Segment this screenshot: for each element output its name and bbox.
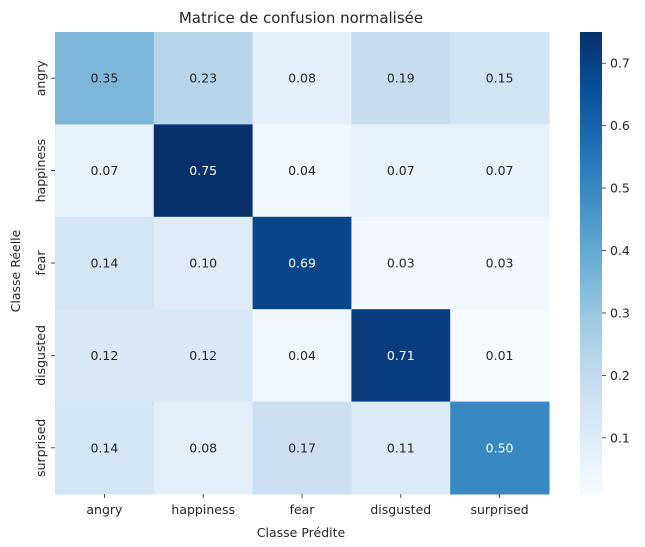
heatmap-cell (153, 216, 254, 310)
y-tick-label: angry (33, 60, 48, 97)
x-tick-label: happiness (171, 502, 235, 517)
cell-value-label: 0.08 (189, 440, 217, 455)
heatmap-cell (351, 216, 451, 310)
cell-value-label: 0.03 (486, 256, 514, 271)
heatmap-cell-labels: 0.35 0.23 0.08 0.19 0.15 0.07 0.75 0.04 0.07 0.07… (90, 71, 513, 456)
y-axis: angry happiness fear disgusted surprised (33, 60, 55, 477)
heatmap-cell (153, 32, 254, 125)
x-tick-label: surprised (470, 502, 528, 517)
colorbar-gradient (580, 32, 602, 494)
y-tick-label: fear (33, 250, 48, 276)
heatmap-cell (252, 32, 352, 125)
cell-value-label: 0.69 (288, 256, 316, 271)
cell-value-label: 0.19 (387, 71, 415, 86)
cell-value-label: 0.03 (387, 256, 415, 271)
y-axis-label: Classe Réelle (8, 229, 23, 312)
cell-value-label: 0.08 (288, 71, 316, 86)
cell-value-label: 0.14 (90, 256, 118, 271)
heatmap-cell (450, 401, 550, 495)
heatmap-cell (55, 309, 155, 403)
cell-value-label: 0.14 (90, 440, 118, 455)
y-tick-label: disgusted (33, 325, 48, 386)
heatmap-cell (351, 32, 451, 125)
heatmap-cell (55, 216, 155, 310)
heatmap-cell (252, 124, 352, 218)
heatmap-cell (450, 32, 550, 125)
cell-value-label: 0.15 (486, 71, 514, 86)
heatmap-cell (450, 309, 550, 403)
heatmap-cell (153, 401, 254, 495)
x-axis-label: Classe Prédite (257, 525, 346, 540)
heatmap-cell (252, 309, 352, 403)
heatmap-cell (450, 216, 550, 310)
heatmap-cell (55, 32, 155, 125)
heatmap-cell (153, 309, 254, 403)
colorbar-tick-label: 0.7 (610, 56, 630, 71)
cell-value-label: 0.01 (486, 348, 514, 363)
heatmap-cell (351, 401, 451, 495)
cell-value-label: 0.07 (90, 163, 118, 178)
colorbar-tick-label: 0.1 (610, 430, 630, 445)
cell-value-label: 0.12 (90, 348, 118, 363)
cell-value-label: 0.71 (387, 348, 415, 363)
cell-value-label: 0.35 (90, 71, 118, 86)
chart-title: Matrice de confusion normalisée (179, 9, 423, 27)
cell-value-label: 0.11 (387, 440, 415, 455)
cell-value-label: 0.07 (486, 163, 514, 178)
heatmap-cell (252, 216, 352, 310)
heatmap-cells (55, 32, 550, 495)
colorbar-tick-label: 0.4 (610, 243, 630, 258)
heatmap-cell (153, 124, 254, 218)
cell-value-label: 0.12 (189, 348, 217, 363)
y-tick-label: surprised (33, 419, 48, 477)
heatmap-cell (55, 401, 155, 495)
cell-value-label: 0.23 (189, 71, 217, 86)
colorbar: 0.1 0.2 0.3 0.4 0.5 0.6 0.7 (580, 32, 630, 494)
heatmap-cell (450, 124, 550, 218)
x-axis: angry happiness fear disgusted surprised (86, 494, 529, 517)
x-tick-label: fear (290, 502, 316, 517)
cell-value-label: 0.04 (288, 163, 316, 178)
heatmap-cell (351, 309, 451, 403)
cell-value-label: 0.75 (189, 163, 217, 178)
cell-value-label: 0.50 (486, 440, 514, 455)
heatmap-cell (55, 124, 155, 218)
cell-value-label: 0.10 (189, 256, 217, 271)
cell-value-label: 0.07 (387, 163, 415, 178)
heatmap-cell (351, 124, 451, 218)
cell-value-label: 0.17 (288, 440, 316, 455)
colorbar-tick-label: 0.2 (610, 368, 630, 383)
colorbar-tick-label: 0.5 (610, 181, 630, 196)
x-tick-label: disgusted (370, 502, 431, 517)
colorbar-tick-label: 0.3 (610, 305, 630, 320)
heatmap-cell (252, 401, 352, 495)
colorbar-tick-label: 0.6 (610, 118, 630, 133)
y-tick-label: happiness (33, 139, 48, 203)
x-tick-label: angry (86, 502, 123, 517)
cell-value-label: 0.04 (288, 348, 316, 363)
